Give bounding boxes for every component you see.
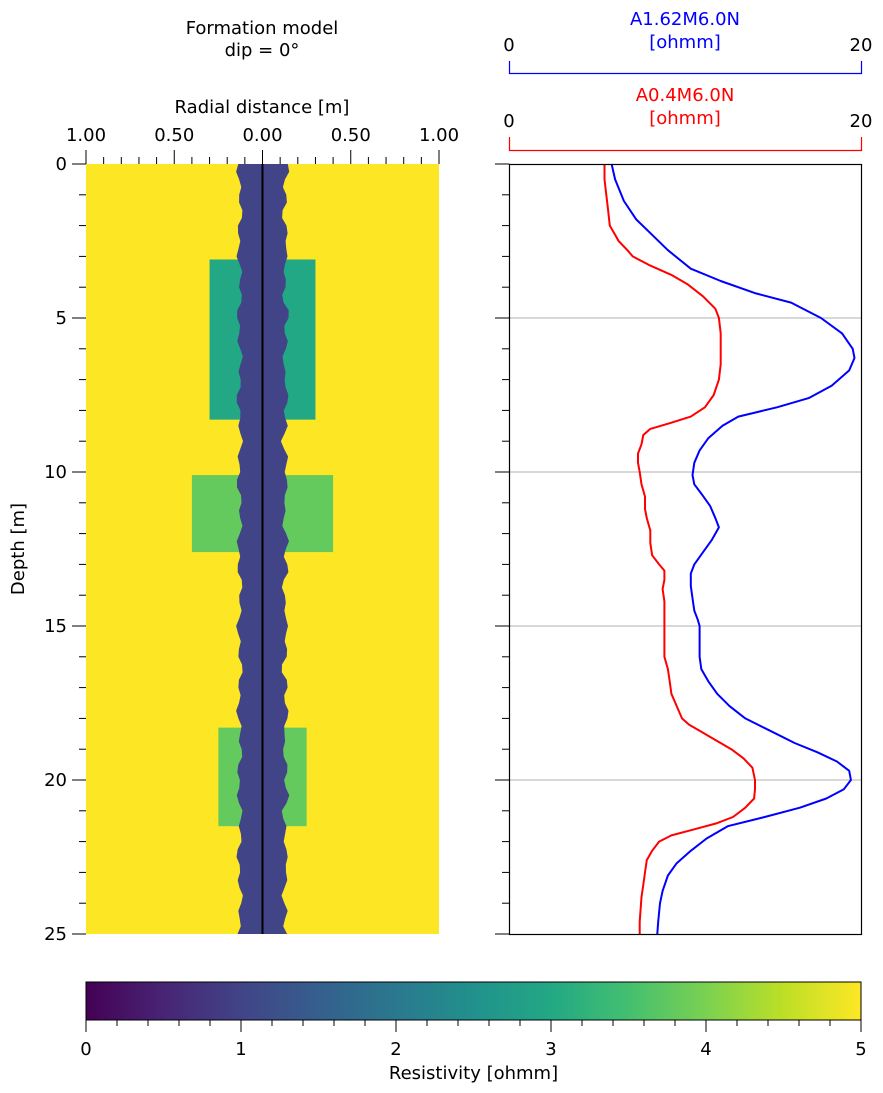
blue-curve-name: A1.62M6.0N — [630, 9, 740, 30]
log-curves — [603, 163, 856, 935]
model-image — [86, 164, 439, 934]
model-title: Formation model — [186, 18, 339, 39]
model-y-tick-label: 5 — [56, 308, 67, 329]
model-x-ticks: 1.00 0.50 0.00 0.50 1.00 — [66, 125, 459, 164]
model-y-tick-label: 10 — [44, 462, 67, 483]
model-y-ticks: 0 5 10 15 20 25 — [44, 154, 86, 945]
colorbar-tick-label: 0 — [80, 1039, 91, 1060]
model-x-tick-label: 1.00 — [66, 125, 106, 146]
model-x-axis-label: Radial distance [m] — [175, 97, 350, 118]
blue-scale-bar — [508, 61, 863, 75]
red-scale-max: 20 — [850, 111, 873, 132]
colorbar-tick-label: 2 — [390, 1039, 401, 1060]
model-x-tick-label: 0.00 — [242, 125, 282, 146]
log-curves-panel: A1.62M6.0N [ohmm] 0 20 A0.4M6.0N [ohmm] … — [495, 9, 873, 936]
red-curve-name: A0.4M6.0N — [636, 85, 735, 106]
model-y-tick-label: 25 — [44, 924, 67, 945]
red-resistivity-curve — [603, 164, 756, 934]
blue-scale-min: 0 — [503, 35, 514, 56]
model-y-tick-label: 0 — [56, 154, 67, 175]
blue-scale-max: 20 — [850, 35, 873, 56]
model-x-tick-label: 1.00 — [419, 125, 459, 146]
colorbar-tick-label: 4 — [700, 1039, 711, 1060]
formation-model-panel: Formation model dip = 0° Radial distance… — [8, 18, 459, 945]
model-subtitle: dip = 0° — [225, 40, 300, 61]
colorbar-tick-label: 1 — [235, 1039, 246, 1060]
model-x-tick-label: 0.50 — [154, 125, 194, 146]
log-plot-frame — [508, 163, 863, 936]
colorbar-label: Resistivity [ohmm] — [389, 1063, 558, 1084]
log-plot-area — [509, 164, 862, 935]
red-curve-unit: [ohmm] — [649, 108, 721, 129]
log-gridlines — [509, 317, 862, 781]
model-y-tick-label: 15 — [44, 616, 67, 637]
red-scale-bar — [508, 137, 863, 152]
colorbar-tick-label: 3 — [545, 1039, 556, 1060]
model-x-tick-label: 0.50 — [331, 125, 371, 146]
colorbar-tick-label: 5 — [855, 1039, 866, 1060]
colorbar-ticks: 0 1 2 3 4 5 — [80, 1020, 867, 1060]
model-y-axis-label: Depth [m] — [8, 503, 29, 595]
red-scale-min: 0 — [503, 111, 514, 132]
blue-resistivity-curve — [610, 163, 856, 935]
log-y-ticks — [495, 163, 510, 935]
blue-curve-unit: [ohmm] — [649, 32, 721, 53]
colorbar-gradient — [85, 981, 862, 1021]
colorbar: 0 1 2 3 4 5 Resistivity [ohmm] — [80, 981, 867, 1084]
model-y-tick-label: 20 — [44, 770, 67, 791]
